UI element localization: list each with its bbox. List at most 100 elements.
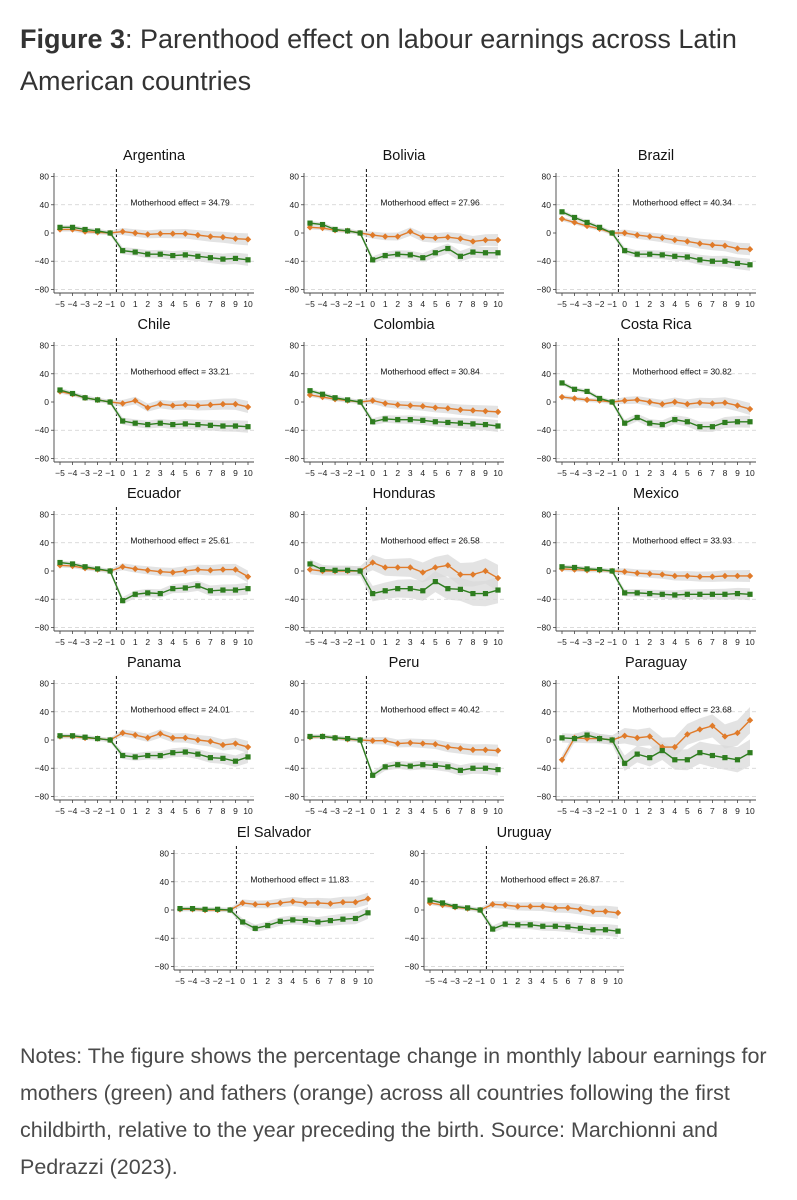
x-tick-label: −2 (595, 637, 605, 647)
figure-notes: Notes: The figure shows the percentage c… (20, 1044, 767, 1179)
x-tick-label: 8 (221, 806, 226, 816)
mothers-point (345, 735, 351, 742)
x-tick-label: 0 (622, 806, 627, 816)
x-tick-label: 1 (253, 976, 258, 986)
mothers-point (215, 906, 221, 912)
x-tick-label: 2 (145, 806, 150, 816)
y-tick-label: 40 (290, 200, 300, 210)
x-tick-label: 10 (243, 468, 253, 478)
mothers-point (145, 421, 151, 428)
x-tick-label: 6 (195, 468, 200, 478)
x-tick-label: 10 (745, 299, 755, 309)
mothers-point (407, 586, 413, 592)
x-tick-label: −4 (318, 637, 328, 647)
mothers-point (232, 255, 239, 262)
mothers-point (697, 591, 703, 597)
mothers-line (59, 389, 249, 428)
mothers-point (495, 587, 501, 593)
x-tick-label: 4 (672, 637, 677, 647)
x-tick-label: 4 (170, 299, 175, 309)
x-tick-label: 10 (493, 637, 503, 647)
mothers-point (220, 256, 226, 262)
fathers-point (432, 404, 439, 411)
fathers-point (746, 717, 754, 724)
mothers-point (470, 249, 476, 255)
mothers-point (195, 583, 201, 589)
mothers-point (189, 905, 196, 912)
x-tick-label: 9 (483, 806, 488, 816)
x-tick-label: −4 (570, 299, 580, 309)
fathers-point (394, 401, 401, 409)
x-tick-label: 2 (145, 637, 150, 647)
mothers-line (561, 566, 751, 596)
y-tick-label: 0 (294, 735, 299, 745)
mothers-point (395, 417, 401, 423)
fathers-line (561, 396, 751, 410)
fathers-point (527, 903, 534, 910)
mothers-point (307, 388, 313, 394)
fathers-point (514, 903, 521, 910)
fathers-point (502, 901, 509, 909)
mothers-point (407, 763, 413, 769)
fathers-point (646, 398, 653, 406)
x-tick-label: 1 (635, 468, 640, 478)
x-tick-label: −2 (93, 299, 103, 309)
fathers-point (194, 402, 202, 409)
x-tick-label: 2 (395, 637, 400, 647)
x-tick-label: 9 (735, 637, 740, 647)
mothers-point (445, 586, 451, 592)
x-tick-label: −3 (200, 976, 210, 986)
mothers-point (120, 598, 126, 604)
mothers-point (439, 900, 446, 906)
fathers-line (561, 218, 751, 250)
mothers-point (445, 245, 451, 252)
mothers-point (220, 755, 226, 761)
mothers-point (182, 252, 188, 258)
mothers-point (132, 420, 138, 426)
panel-title: Peru (389, 655, 420, 671)
mothers-point (571, 564, 578, 571)
x-tick-label: 7 (458, 637, 463, 647)
mothers-point (352, 915, 359, 922)
x-tick-label: 6 (565, 976, 570, 986)
fathers-point (684, 572, 691, 580)
x-tick-label: 3 (408, 806, 413, 816)
mothers-point (647, 251, 653, 257)
panel-title: Ecuador (127, 486, 181, 502)
fathers-line (309, 561, 499, 579)
x-tick-label: −3 (582, 806, 592, 816)
x-tick-label: −4 (570, 806, 580, 816)
fathers-point (119, 400, 126, 407)
mothers-point (432, 578, 438, 585)
y-tick-label: 40 (542, 369, 552, 379)
mothers-point (647, 755, 653, 761)
fathers-point (169, 402, 176, 409)
fathers-point (207, 401, 214, 409)
mothers-point (584, 732, 590, 738)
y-tick-label: −80 (35, 453, 50, 463)
x-tick-label: −1 (475, 976, 485, 986)
mothers-point (145, 752, 151, 759)
mothers-point (432, 250, 438, 256)
x-tick-label: −3 (330, 806, 340, 816)
mothers-point (95, 397, 101, 403)
x-tick-label: 10 (363, 976, 373, 986)
mothers-point (207, 588, 213, 594)
mothers-point (584, 566, 590, 572)
fathers-point (746, 405, 754, 413)
x-tick-label: 10 (243, 299, 253, 309)
mothers-point (490, 926, 496, 932)
y-tick-label: −80 (155, 961, 170, 971)
x-tick-label: 4 (290, 976, 295, 986)
mothers-line (309, 390, 499, 427)
mothers-point (552, 923, 558, 929)
x-tick-label: −4 (318, 806, 328, 816)
mothers-point (370, 772, 376, 778)
fathers-point (219, 741, 227, 749)
x-tick-label: 3 (408, 299, 413, 309)
fathers-point (558, 756, 566, 763)
mothers-point (207, 755, 213, 761)
